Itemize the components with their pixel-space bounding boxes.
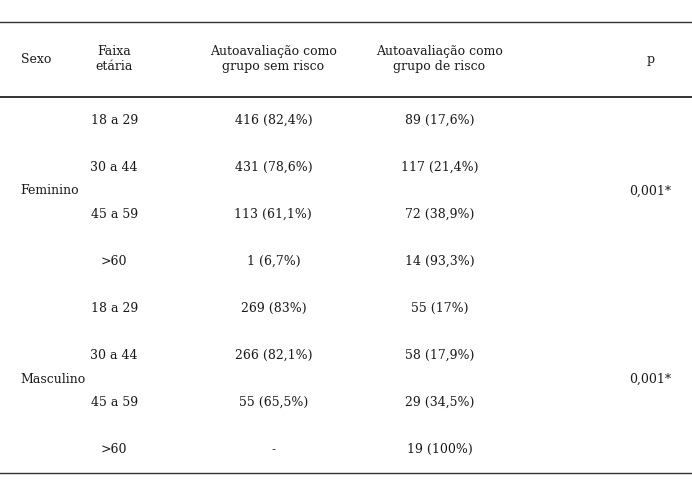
Text: 0,001*: 0,001* (630, 185, 671, 197)
Text: 58 (17,9%): 58 (17,9%) (405, 349, 474, 362)
Text: 19 (100%): 19 (100%) (406, 443, 473, 456)
Text: 18 a 29: 18 a 29 (91, 114, 138, 127)
Text: Faixa
etária: Faixa etária (95, 45, 133, 73)
Text: 72 (38,9%): 72 (38,9%) (405, 208, 474, 221)
Text: >60: >60 (101, 443, 127, 456)
Text: >60: >60 (101, 255, 127, 268)
Text: 113 (61,1%): 113 (61,1%) (235, 208, 312, 221)
Text: 89 (17,6%): 89 (17,6%) (405, 114, 474, 127)
Text: 0,001*: 0,001* (630, 373, 671, 385)
Text: 14 (93,3%): 14 (93,3%) (405, 255, 474, 268)
Text: 30 a 44: 30 a 44 (91, 161, 138, 174)
Text: 117 (21,4%): 117 (21,4%) (401, 161, 478, 174)
Text: 266 (82,1%): 266 (82,1%) (235, 349, 312, 362)
Text: Masculino: Masculino (21, 373, 86, 385)
Text: Sexo: Sexo (21, 53, 51, 66)
Text: Autoavaliação como
grupo de risco: Autoavaliação como grupo de risco (376, 45, 503, 73)
Text: 431 (78,6%): 431 (78,6%) (235, 161, 312, 174)
Text: 45 a 59: 45 a 59 (91, 396, 138, 409)
Text: 55 (17%): 55 (17%) (410, 302, 468, 315)
Text: 1 (6,7%): 1 (6,7%) (246, 255, 300, 268)
Text: Autoavaliação como
grupo sem risco: Autoavaliação como grupo sem risco (210, 45, 337, 73)
Text: 29 (34,5%): 29 (34,5%) (405, 396, 474, 409)
Text: 55 (65,5%): 55 (65,5%) (239, 396, 308, 409)
Text: 30 a 44: 30 a 44 (91, 349, 138, 362)
Text: -: - (271, 443, 275, 456)
Text: 416 (82,4%): 416 (82,4%) (235, 114, 312, 127)
Text: 269 (83%): 269 (83%) (241, 302, 306, 315)
Text: 18 a 29: 18 a 29 (91, 302, 138, 315)
Text: p: p (646, 53, 655, 66)
Text: 45 a 59: 45 a 59 (91, 208, 138, 221)
Text: Feminino: Feminino (21, 185, 80, 197)
